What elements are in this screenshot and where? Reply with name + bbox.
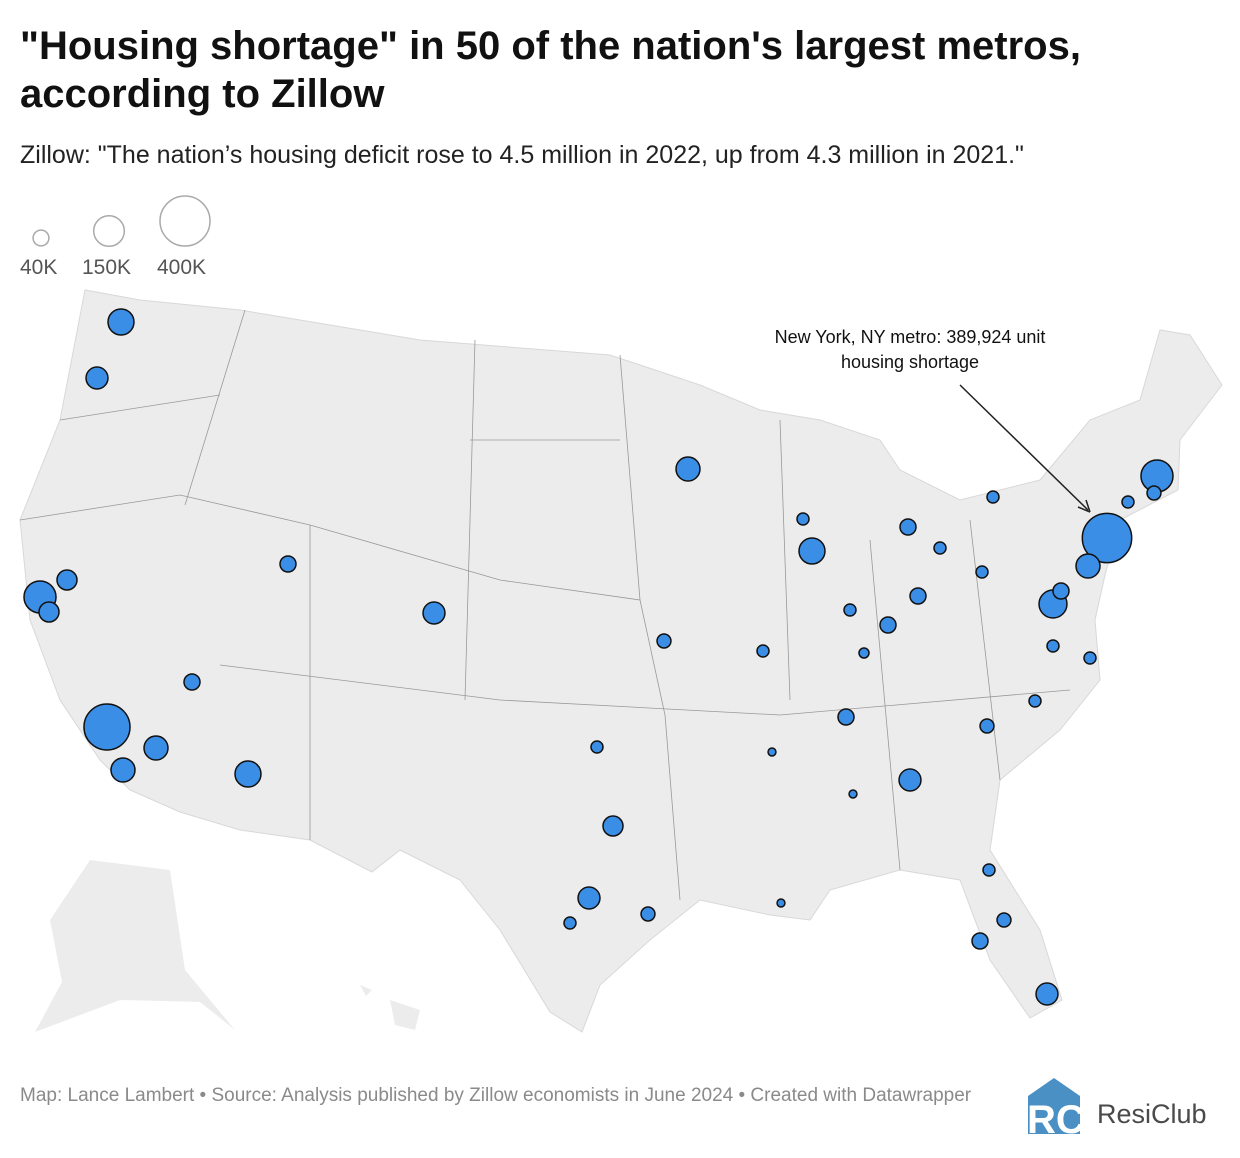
metro-bubble[interactable] (1035, 982, 1059, 1006)
metro-bubble[interactable] (898, 768, 922, 792)
hawaii-shape (360, 985, 420, 1030)
svg-text:RC: RC (1027, 1098, 1084, 1136)
legend (32, 195, 211, 248)
legend-circle (92, 214, 126, 248)
metro-bubble[interactable] (602, 815, 624, 837)
annotation-arrow (959, 384, 1089, 511)
subtitle: Zillow: "The nation’s housing deficit ro… (20, 141, 1024, 169)
metro-bubble[interactable] (56, 569, 78, 591)
metro-bubble[interactable] (796, 512, 810, 526)
metro-bubble[interactable] (909, 587, 927, 605)
metro-bubble[interactable] (798, 537, 826, 565)
annotation-line1: New York, NY metro: 389,924 unit (774, 327, 1046, 347)
metro-bubble[interactable] (899, 518, 917, 536)
metro-bubble[interactable] (279, 555, 297, 573)
legend-circle (159, 195, 211, 247)
arrow-head (1077, 499, 1091, 513)
metro-bubble[interactable] (858, 647, 870, 659)
metro-bubble[interactable] (110, 757, 136, 783)
legend-label-400k: 400K (157, 256, 207, 279)
metro-bubble[interactable] (143, 735, 169, 761)
metro-bubble[interactable] (1052, 582, 1070, 600)
metro-bubble[interactable] (234, 760, 262, 788)
metro-bubble[interactable] (848, 789, 858, 799)
metro-bubble[interactable] (975, 565, 989, 579)
page-title: "Housing shortage" in 50 of the nation's… (20, 24, 1081, 116)
metro-bubble[interactable] (83, 703, 131, 751)
metro-bubble[interactable] (1083, 651, 1097, 665)
metro-bubble[interactable] (675, 456, 701, 482)
metro-bubble[interactable] (1075, 553, 1101, 579)
resiclub-logo-text: ResiClub (1097, 1099, 1207, 1129)
metro-bubble[interactable] (843, 603, 857, 617)
metro-bubble[interactable] (656, 633, 672, 649)
legend-label-40k: 40K (20, 256, 58, 279)
metro-bubble[interactable] (563, 916, 577, 930)
metro-bubble[interactable] (879, 616, 897, 634)
metro-bubble[interactable] (590, 740, 604, 754)
metro-bubble[interactable] (640, 906, 656, 922)
metro-bubble[interactable] (1081, 512, 1133, 564)
metro-bubble[interactable] (756, 644, 770, 658)
metro-bubble[interactable] (85, 366, 109, 390)
state-borders (19, 309, 1071, 901)
metro-bubble[interactable] (1028, 694, 1042, 708)
alaska-shape (35, 860, 235, 1032)
metro-bubble[interactable] (996, 912, 1012, 928)
metro-bubble[interactable] (38, 601, 60, 623)
footer-source: Map: Lance Lambert • Source: Analysis pu… (20, 1085, 972, 1106)
bubble-layer (23, 308, 1174, 1006)
metro-bubble[interactable] (776, 898, 786, 908)
metro-bubble[interactable] (577, 886, 601, 910)
ny-annotation: New York, NY metro: 389,924 unit housing… (740, 325, 1080, 375)
metro-bubble[interactable] (767, 747, 777, 757)
metro-bubble[interactable] (979, 718, 995, 734)
metro-bubble[interactable] (933, 541, 947, 555)
metro-bubble[interactable] (971, 932, 989, 950)
metro-bubble[interactable] (107, 308, 135, 336)
metro-bubble[interactable] (1046, 639, 1060, 653)
contiguous-us-shape (19, 289, 1223, 1033)
metro-bubble[interactable] (1121, 495, 1135, 509)
legend-circle (32, 229, 50, 247)
resiclub-logo-icon: RC (1027, 1078, 1084, 1136)
metro-bubble[interactable] (183, 673, 201, 691)
legend-label-150k: 150K (82, 256, 132, 279)
metro-bubble[interactable] (982, 863, 996, 877)
annotation-line2: housing shortage (840, 352, 980, 372)
metro-bubble[interactable] (986, 490, 1000, 504)
metro-bubble[interactable] (422, 601, 446, 625)
metro-bubble[interactable] (1146, 485, 1162, 501)
metro-bubble[interactable] (837, 708, 855, 726)
